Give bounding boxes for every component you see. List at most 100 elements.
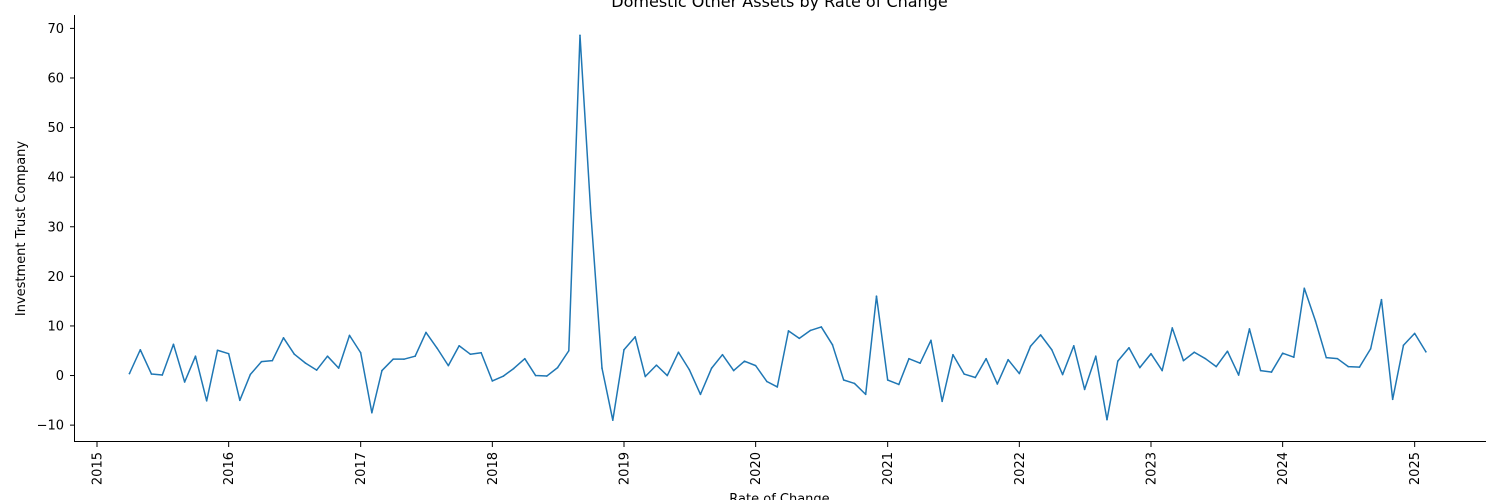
data-point	[260, 360, 263, 363]
y-tick-label: 50	[47, 121, 64, 136]
data-point	[469, 353, 472, 356]
data-point	[403, 358, 405, 360]
data-point	[1293, 356, 1295, 358]
data-points	[128, 34, 1427, 421]
data-point	[1171, 327, 1174, 329]
y-tick-label: 10	[47, 319, 64, 334]
data-point	[359, 351, 362, 354]
data-point	[601, 367, 603, 369]
data-point	[447, 364, 450, 367]
data-point	[1303, 287, 1306, 290]
data-point	[556, 366, 559, 369]
data-point	[634, 336, 636, 338]
data-point	[798, 337, 801, 340]
data-point	[996, 383, 999, 385]
data-point	[1083, 388, 1086, 391]
x-axis-label: Rate of Change	[729, 492, 829, 500]
data-point	[150, 373, 153, 375]
data-point	[864, 393, 867, 396]
data-point	[534, 374, 537, 377]
data-point	[886, 379, 889, 381]
data-point	[1007, 358, 1009, 361]
data-point	[1072, 344, 1075, 347]
x-tick-label: 2023	[1144, 452, 1159, 485]
data-point	[205, 400, 208, 402]
data-point	[1226, 350, 1229, 353]
data-point	[239, 399, 241, 402]
x-tick-label: 2022	[1013, 452, 1028, 485]
data-point	[271, 359, 274, 362]
data-point	[1182, 359, 1185, 362]
data-point	[1248, 328, 1251, 330]
data-point	[898, 383, 900, 386]
data-point	[655, 364, 658, 366]
data-point	[371, 411, 373, 414]
data-point	[1402, 344, 1405, 347]
data-point	[952, 353, 954, 356]
data-point	[1347, 365, 1350, 368]
data-point	[249, 373, 252, 376]
data-point	[985, 357, 987, 360]
data-point	[480, 351, 482, 354]
data-point	[1193, 351, 1196, 354]
data-point	[172, 343, 175, 346]
data-point	[436, 347, 438, 350]
data-point	[941, 400, 943, 403]
data-point	[1391, 398, 1394, 401]
data-point	[1150, 352, 1152, 355]
data-point	[766, 380, 768, 383]
x-tick-label: 2016	[222, 452, 237, 485]
data-point	[809, 329, 812, 332]
x-tick-label: 2024	[1276, 452, 1291, 485]
data-point	[293, 353, 296, 356]
data-point	[1215, 365, 1218, 368]
data-point	[128, 372, 131, 375]
data-point	[216, 349, 219, 352]
y-tick-label: 40	[47, 171, 64, 186]
data-point	[183, 381, 186, 383]
data-point	[512, 367, 515, 370]
x-tick-label: 2018	[486, 452, 501, 485]
y-tick-label: 20	[47, 270, 64, 285]
data-point	[161, 374, 164, 376]
data-point	[1281, 352, 1284, 355]
y-tick-label: 0	[56, 369, 64, 384]
data-point	[1380, 298, 1383, 301]
data-point	[963, 373, 965, 375]
data-point	[930, 339, 932, 342]
series-line	[128, 34, 1427, 421]
data-point	[546, 375, 548, 377]
data-point	[414, 355, 416, 357]
data-point	[502, 375, 505, 377]
data-point	[743, 360, 746, 362]
data-point	[381, 369, 383, 372]
data-point	[1325, 356, 1328, 359]
data-point	[315, 369, 318, 371]
y-axis-label: Investment Trust Company	[14, 141, 29, 317]
data-point	[590, 212, 592, 214]
data-point	[1237, 374, 1240, 376]
data-point	[282, 337, 285, 339]
data-point	[1413, 332, 1416, 335]
x-tick-label: 2017	[354, 452, 369, 485]
data-point	[194, 355, 197, 357]
data-point	[1117, 360, 1119, 362]
data-point	[974, 376, 977, 379]
data-point	[754, 364, 757, 367]
data-point	[392, 358, 394, 360]
data-point	[1314, 320, 1317, 322]
data-point	[666, 374, 669, 377]
data-point	[1270, 371, 1273, 373]
chart-title: Domestic Other Assets by Rate of Change	[611, 0, 947, 11]
data-point	[1050, 348, 1053, 351]
data-point	[710, 367, 713, 369]
data-point	[227, 352, 230, 355]
x-tick-label: 2015	[91, 452, 106, 485]
data-point	[1369, 347, 1372, 350]
data-point	[304, 362, 307, 364]
data-point	[1061, 373, 1064, 376]
data-point	[612, 419, 614, 421]
data-point	[644, 375, 647, 378]
x-tick-label: 2019	[617, 452, 632, 485]
